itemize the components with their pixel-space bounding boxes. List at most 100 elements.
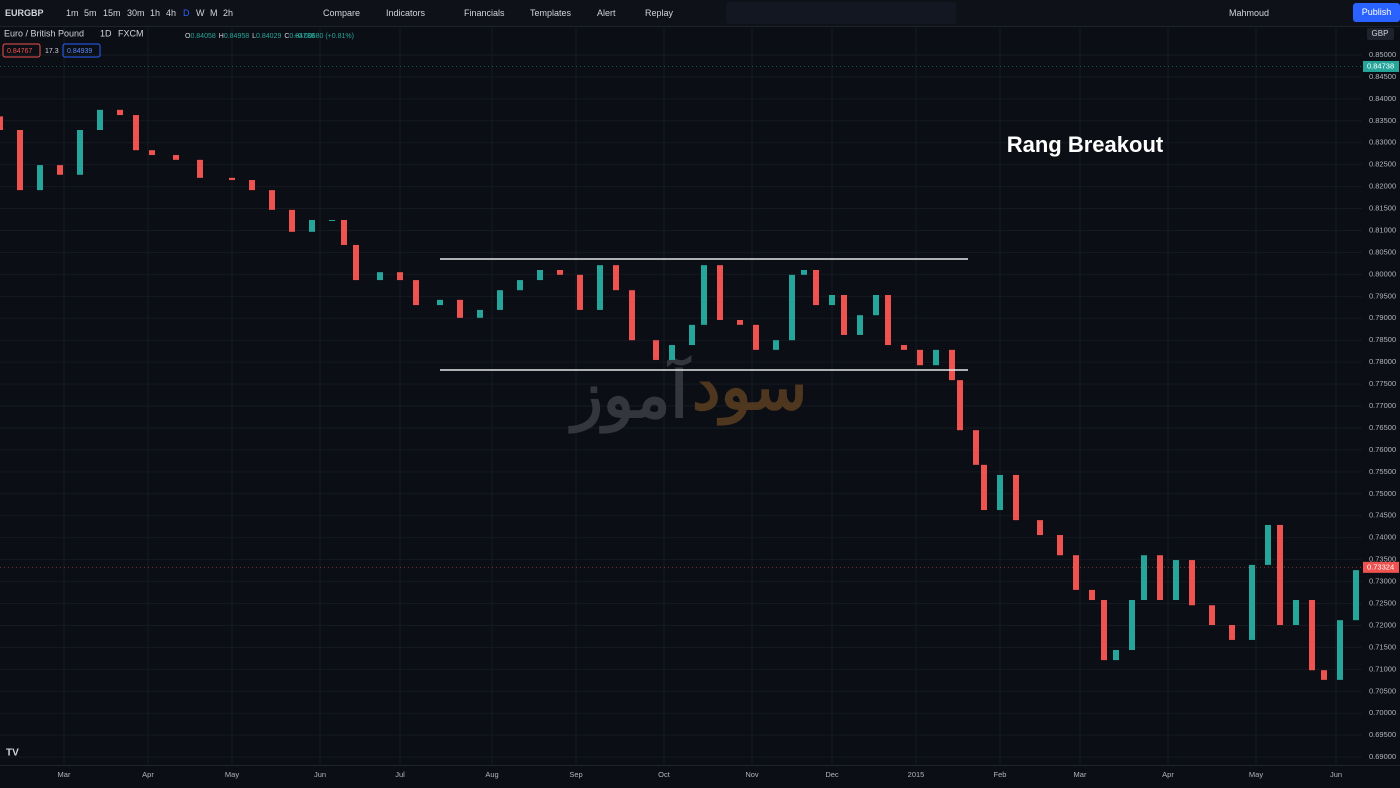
candle — [197, 159, 203, 178]
drawing-tools[interactable] — [726, 2, 956, 24]
candle — [149, 150, 155, 156]
price-label: 0.73324 — [1367, 562, 1394, 571]
x-tick-label: Feb — [994, 770, 1007, 779]
x-tick-label: May — [225, 770, 239, 779]
interval[interactable]: M — [210, 8, 218, 18]
candle — [753, 324, 759, 350]
candle — [789, 274, 795, 341]
user[interactable]: Mahmoud — [1229, 8, 1270, 18]
templates-button[interactable]: Templates — [530, 8, 572, 18]
candle — [1337, 620, 1343, 680]
candle — [1129, 599, 1135, 651]
interval[interactable]: D — [183, 8, 190, 18]
publish-button[interactable]: Publish — [1353, 3, 1400, 22]
replay-button[interactable]: Replay — [645, 8, 674, 18]
price-axis — [1362, 26, 1400, 766]
compare-button[interactable]: Compare — [323, 8, 361, 18]
candle — [997, 474, 1003, 511]
y-tick-label: 0.76000 — [1369, 445, 1396, 454]
price-label-box — [1363, 60, 1399, 72]
indicators-button[interactable]: Indicators — [386, 8, 426, 18]
box — [62, 43, 101, 58]
y-tick-label: 0.70500 — [1369, 686, 1396, 695]
symbol-name: Euro / British Pound — [4, 28, 84, 38]
interval[interactable]: 1m — [66, 8, 79, 18]
candle — [973, 430, 979, 465]
y-tick-label: 0.80500 — [1369, 247, 1396, 256]
x-tick-label: Jul — [395, 770, 405, 779]
candle — [537, 269, 543, 281]
candle — [1209, 605, 1215, 626]
ohlc-value: 0.84738 — [289, 33, 314, 40]
box — [2, 43, 41, 58]
candle — [717, 265, 723, 321]
candle — [269, 190, 275, 210]
watermark: سود — [692, 351, 807, 426]
candle — [1173, 560, 1179, 600]
candle — [873, 295, 879, 316]
candle — [1229, 625, 1235, 640]
y-tick-label: 0.82000 — [1369, 182, 1396, 191]
candle — [329, 219, 335, 221]
y-tick-label: 0.81000 — [1369, 225, 1396, 234]
candle — [1037, 520, 1043, 536]
interval[interactable]: 30m — [127, 8, 145, 18]
alert-button[interactable]: Alert — [597, 8, 616, 18]
candle — [1189, 560, 1195, 606]
interval[interactable]: 15m — [103, 8, 121, 18]
y-tick-label: 0.73000 — [1369, 577, 1396, 586]
candle — [1277, 524, 1283, 626]
box-value: 0.84767 — [7, 48, 32, 55]
candle — [497, 290, 503, 310]
interval[interactable]: W — [196, 8, 205, 18]
interval[interactable]: 1h — [150, 8, 161, 18]
candle — [517, 280, 523, 291]
candle — [901, 345, 907, 350]
x-tick-label: Apr — [142, 770, 154, 779]
ohlc: O0.84058 H0.84958 L0.84029 C0.84738 — [185, 33, 315, 40]
candle — [629, 290, 635, 341]
interval[interactable]: 2h — [223, 8, 234, 18]
ohlc-value: 0.84029 — [256, 33, 281, 40]
currency-box[interactable] — [1367, 28, 1394, 40]
y-tick-label: 0.74500 — [1369, 511, 1396, 520]
x-tick-label: 2015 — [908, 770, 925, 779]
candle — [933, 349, 939, 366]
candle — [1293, 599, 1299, 626]
y-tick-label: 0.69000 — [1369, 752, 1396, 761]
y-tick-label: 0.72500 — [1369, 598, 1396, 607]
tv-logo[interactable]: TV — [6, 748, 19, 759]
financials-button[interactable]: Financials — [464, 8, 505, 18]
candle — [377, 272, 383, 281]
candle — [577, 274, 583, 310]
candle — [1321, 670, 1327, 680]
y-tick-label: 0.79500 — [1369, 291, 1396, 300]
candle — [949, 349, 955, 381]
candle — [669, 345, 675, 360]
candle — [229, 177, 235, 181]
candle — [77, 130, 83, 175]
currency[interactable]: GBP — [1372, 29, 1389, 38]
candle — [17, 130, 23, 191]
symbol-source: FXCM — [118, 28, 144, 38]
price-label: 0.84738 — [1367, 61, 1394, 70]
interval[interactable]: 5m — [84, 8, 97, 18]
box-value: 0.84939 — [67, 48, 92, 55]
candle — [1141, 555, 1147, 600]
y-tick-label: 0.76500 — [1369, 423, 1396, 432]
candle — [885, 295, 891, 346]
ohlc-key: H — [219, 33, 224, 40]
y-tick-label: 0.83000 — [1369, 138, 1396, 147]
candle — [477, 309, 483, 318]
candle — [1089, 589, 1095, 600]
candle — [413, 280, 419, 306]
candle — [981, 464, 987, 511]
candle — [117, 109, 123, 116]
symbol[interactable]: EURGBP — [5, 8, 44, 18]
interval[interactable]: 4h — [166, 8, 177, 18]
x-tick-label: Nov — [745, 770, 759, 779]
x-tick-label: Dec — [825, 770, 839, 779]
toolbar: EURGBP 1m 5m 15m 30m 1h 4h D W M 2h Comp… — [0, 0, 1400, 27]
